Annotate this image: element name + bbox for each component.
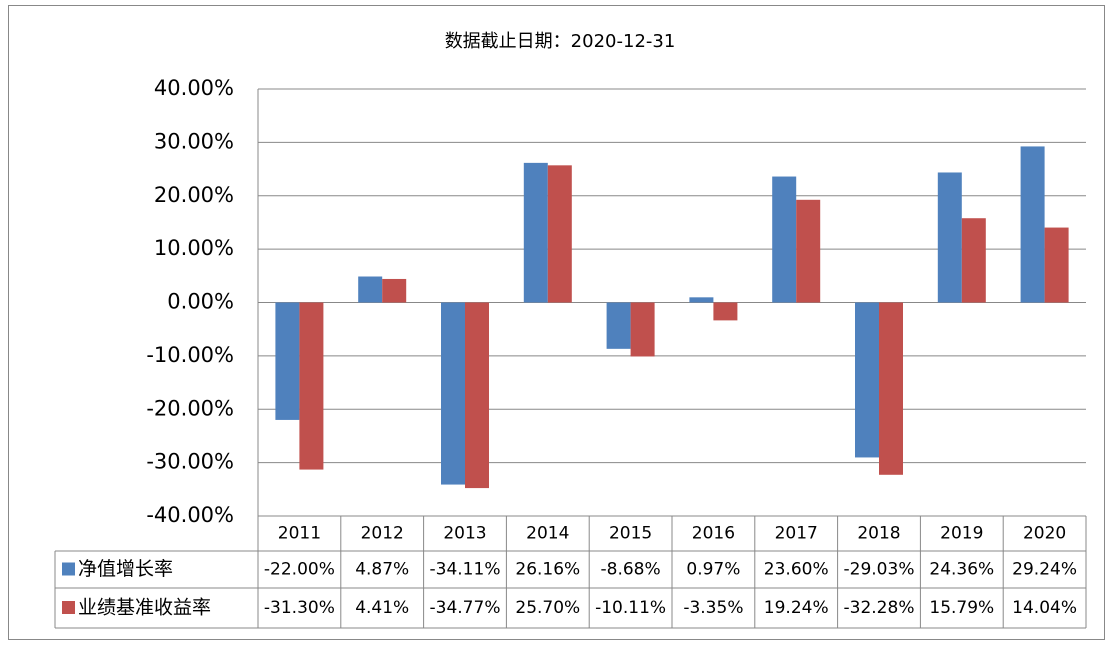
- y-tick-label: -10.00%: [146, 343, 234, 367]
- y-tick-label: -40.00%: [146, 503, 234, 527]
- x-tick-label: 2018: [857, 524, 900, 544]
- bar: [796, 199, 821, 303]
- bar: [465, 302, 489, 489]
- y-tick-label: -20.00%: [146, 396, 234, 420]
- data-label: 4.87%: [355, 560, 409, 580]
- data-label: -8.68%: [601, 560, 661, 580]
- legend-swatch: [62, 601, 75, 614]
- data-label: 24.36%: [929, 560, 994, 580]
- x-tick-label: 2016: [692, 524, 735, 544]
- data-label: 25.70%: [515, 598, 580, 618]
- data-label: 29.24%: [1012, 560, 1077, 580]
- y-tick-label: 40.00%: [154, 76, 234, 100]
- legend-swatch: [62, 562, 75, 576]
- y-tick-label: 10.00%: [154, 236, 234, 260]
- x-tick-label: 2017: [775, 524, 818, 544]
- y-tick-label: 30.00%: [154, 129, 234, 153]
- data-label: -29.03%: [844, 560, 915, 580]
- bar: [358, 276, 383, 303]
- data-label: -10.11%: [595, 598, 666, 618]
- x-tick-label: 2012: [361, 524, 404, 544]
- bar: [772, 176, 797, 303]
- x-tick-label: 2011: [278, 524, 321, 544]
- bar: [937, 172, 962, 303]
- data-label: 15.79%: [929, 598, 994, 618]
- bar: [1020, 146, 1045, 303]
- data-label: -3.35%: [683, 598, 743, 618]
- bar: [1044, 227, 1069, 303]
- legend-label: 业绩基准收益率: [78, 597, 211, 619]
- data-label: 19.24%: [764, 598, 829, 618]
- bar: [713, 302, 738, 321]
- y-tick-label: 0.00%: [167, 290, 234, 314]
- data-label: 0.97%: [686, 560, 740, 580]
- data-label: -22.00%: [264, 560, 335, 580]
- bar: [547, 165, 572, 303]
- legend-label: 净值增长率: [78, 558, 173, 580]
- bar: [961, 218, 986, 303]
- bar: [275, 302, 300, 420]
- chart-frame: [8, 5, 1105, 640]
- x-tick-label: 2020: [1023, 524, 1066, 544]
- bar: [382, 278, 407, 303]
- bar: [606, 302, 631, 349]
- data-label: -34.11%: [430, 560, 501, 580]
- bar: [299, 302, 324, 470]
- chart-title: 数据截止日期：2020-12-31: [445, 31, 676, 52]
- data-label: 26.16%: [515, 560, 580, 580]
- y-tick-label: 20.00%: [154, 183, 234, 207]
- x-tick-label: 2013: [443, 524, 486, 544]
- bar: [855, 302, 879, 458]
- data-label: -32.28%: [844, 598, 915, 618]
- bar: [879, 302, 903, 475]
- data-label: 4.41%: [355, 598, 409, 618]
- y-tick-label: -30.00%: [146, 450, 234, 474]
- data-label: -34.77%: [430, 598, 501, 618]
- x-tick-label: 2015: [609, 524, 652, 544]
- x-tick-label: 2014: [526, 524, 569, 544]
- bar: [689, 297, 714, 303]
- data-label: 23.60%: [764, 560, 829, 580]
- bar: [441, 302, 465, 485]
- data-label: -31.30%: [264, 598, 335, 618]
- x-tick-label: 2019: [940, 524, 983, 544]
- bar: [630, 302, 655, 357]
- data-label: 14.04%: [1012, 598, 1077, 618]
- bar: [523, 162, 548, 303]
